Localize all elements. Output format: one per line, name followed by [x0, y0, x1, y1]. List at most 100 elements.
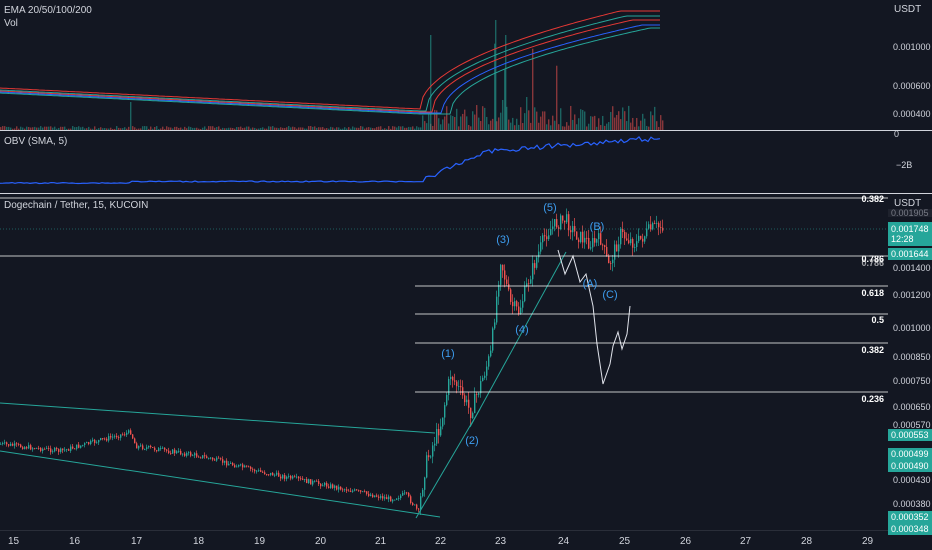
- volume-bar: [526, 96, 528, 130]
- volume-bar: [50, 126, 52, 130]
- volume-indicator-title[interactable]: Vol: [4, 18, 18, 29]
- volume-bar: [112, 128, 114, 130]
- candle-body: [502, 264, 504, 271]
- candle-body: [76, 444, 78, 449]
- candle-body: [74, 448, 76, 450]
- volume-bar: [434, 109, 436, 130]
- volume-bar: [554, 120, 556, 130]
- candle-body: [464, 395, 466, 403]
- candle-body: [252, 468, 254, 470]
- candle-body: [638, 235, 640, 242]
- candle-body: [246, 465, 248, 467]
- pane-separator[interactable]: [0, 193, 932, 194]
- candle-body: [550, 229, 552, 236]
- candle-body: [536, 257, 538, 268]
- candle-body: [314, 480, 316, 482]
- candle-body: [216, 457, 218, 461]
- volume-bar: [495, 20, 497, 130]
- candle-body: [504, 270, 506, 280]
- volume-bar: [662, 120, 664, 130]
- volume-bar: [356, 127, 358, 130]
- ema-indicator-title[interactable]: EMA 20/50/100/200: [4, 5, 92, 16]
- candle-body: [364, 491, 366, 493]
- candle-body: [190, 452, 192, 456]
- candle-body: [86, 442, 88, 444]
- candle-body: [282, 475, 284, 479]
- candle-body: [344, 489, 346, 491]
- candle-body: [28, 445, 30, 449]
- cut-top-price-badge: 0.001905: [888, 209, 932, 217]
- candle-body: [170, 453, 172, 454]
- candle-body: [94, 439, 96, 443]
- obv-pane[interactable]: OBV (SMA, 5): [0, 131, 932, 193]
- candle-body: [414, 504, 416, 506]
- ema-volume-pane[interactable]: EMA 20/50/100/200 Vol: [0, 0, 932, 130]
- volume-bar: [272, 126, 274, 130]
- obv-indicator-title[interactable]: OBV (SMA, 5): [4, 136, 68, 147]
- candle-body: [150, 445, 152, 448]
- candle-body: [370, 494, 372, 496]
- candle-body: [66, 449, 68, 451]
- volume-bar: [608, 122, 610, 130]
- candle-body: [386, 497, 388, 500]
- volume-bar: [30, 127, 32, 130]
- price-pane[interactable]: 0.382 0.786 0.786 0.618 0.5 0.382 0.236 …: [0, 194, 932, 530]
- candle-body: [554, 219, 556, 227]
- symbol-title[interactable]: Dogechain / Tether, 15, KUCOIN: [4, 200, 149, 211]
- candle-body: [38, 447, 40, 449]
- volume-bar: [412, 126, 414, 130]
- pane-separator[interactable]: [0, 130, 932, 131]
- candle-body: [510, 289, 512, 302]
- candle-body: [42, 448, 44, 451]
- candle-body: [250, 466, 252, 469]
- candle-body: [514, 301, 516, 307]
- volume-bar: [480, 121, 482, 130]
- candle-body: [172, 449, 174, 454]
- candle-body: [556, 219, 558, 228]
- candle-body: [226, 460, 228, 466]
- time-axis[interactable]: 15 16 17 18 19 20 21 22 23 24 25 26 27 2…: [0, 530, 888, 550]
- candle-body: [290, 475, 292, 479]
- volume-bar: [576, 124, 578, 130]
- volume-bar: [96, 128, 98, 130]
- volume-bar: [346, 128, 348, 130]
- candle-body: [118, 437, 120, 439]
- volume-bar: [76, 127, 78, 130]
- price-axis[interactable]: USDT 0.001000 0.000600 0.000400 0 −2B US…: [888, 0, 932, 550]
- volume-bar: [22, 127, 24, 130]
- candle-body: [634, 247, 636, 248]
- candle-body: [114, 435, 116, 437]
- volume-bar: [558, 124, 560, 130]
- volume-bar: [402, 126, 404, 130]
- volume-bar: [484, 107, 486, 130]
- price-axis-tick: 0.000750: [893, 376, 931, 386]
- volume-bar: [104, 128, 106, 130]
- volume-bar: [638, 126, 640, 130]
- candle-body: [534, 263, 536, 268]
- volume-bar: [142, 126, 144, 130]
- volume-bar: [394, 126, 396, 130]
- candle-body: [160, 447, 162, 449]
- volume-bar: [482, 106, 484, 130]
- candle-body: [56, 447, 58, 450]
- volume-bar: [512, 117, 514, 130]
- channel-lower-line: [0, 450, 441, 518]
- volume-bar: [438, 118, 440, 130]
- candle-body: [408, 492, 410, 497]
- volume-bar: [128, 126, 130, 130]
- volume-bar: [196, 127, 198, 130]
- volume-bar: [648, 126, 650, 130]
- volume-bar: [198, 128, 200, 130]
- candle-body: [318, 481, 320, 484]
- candle-body: [322, 485, 324, 487]
- candle-body: [436, 429, 438, 444]
- last-price-badge[interactable]: 0.001748 12:28: [888, 222, 932, 246]
- volume-bar: [228, 127, 230, 130]
- candle-body: [558, 227, 560, 229]
- volume-bar: [490, 120, 492, 130]
- candle-body: [138, 445, 140, 449]
- volume-bar: [408, 126, 410, 130]
- candle-body: [450, 376, 452, 379]
- candle-body: [186, 453, 188, 456]
- candle-body: [162, 447, 164, 449]
